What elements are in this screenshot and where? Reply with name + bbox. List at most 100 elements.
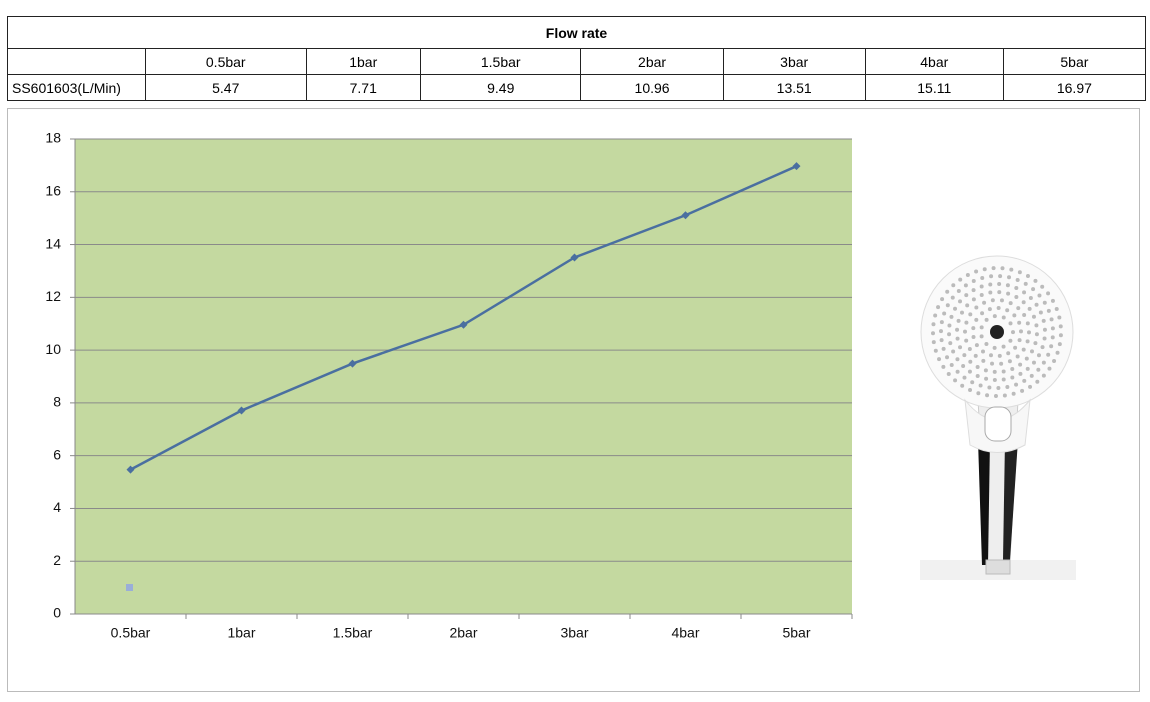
nozzle	[1013, 345, 1018, 350]
nozzle	[1002, 393, 1007, 398]
x-tick-label: 2bar	[449, 625, 477, 641]
nozzle	[985, 393, 990, 398]
nozzle	[978, 383, 983, 388]
nozzle	[1018, 371, 1023, 376]
table-cell: 4bar	[864, 48, 1004, 75]
nozzle	[1017, 338, 1022, 343]
x-tick-label: 3bar	[560, 625, 588, 641]
nozzle	[1040, 345, 1045, 350]
nozzle	[976, 391, 981, 396]
nozzle	[984, 376, 989, 381]
nozzle	[1021, 300, 1026, 305]
nozzle	[996, 385, 1001, 390]
y-tick-label: 16	[45, 182, 61, 198]
nozzle	[1034, 332, 1039, 337]
nozzle	[999, 298, 1004, 303]
nozzle	[1050, 335, 1055, 340]
nozzle	[960, 310, 965, 315]
nozzle	[933, 313, 938, 318]
marker	[126, 465, 135, 474]
nozzle	[980, 311, 985, 316]
nozzle	[1018, 362, 1023, 367]
nozzle	[1014, 286, 1019, 291]
y-tick-label: 12	[45, 288, 61, 304]
nozzle	[1025, 273, 1030, 278]
marker	[681, 211, 690, 220]
nozzle	[971, 334, 976, 339]
nozzle	[951, 283, 956, 288]
nozzle	[997, 290, 1002, 295]
y-tick-label: 4	[53, 499, 61, 515]
nozzle	[988, 282, 993, 287]
nozzle	[931, 322, 936, 327]
nozzle	[939, 338, 944, 343]
marker	[348, 359, 357, 368]
table-title: Flow rate	[7, 16, 1146, 49]
nozzle	[950, 295, 955, 300]
nozzle	[981, 358, 986, 363]
nozzle	[948, 341, 953, 346]
nozzle	[1028, 296, 1033, 301]
nozzle	[961, 363, 966, 368]
table-cell: 5.47	[145, 74, 307, 101]
nozzle	[936, 305, 941, 310]
nozzle	[1034, 302, 1039, 307]
nozzle	[1028, 384, 1033, 389]
nozzle	[1021, 347, 1026, 352]
nozzle	[940, 297, 945, 302]
nozzle	[1034, 323, 1039, 328]
nozzle	[941, 346, 946, 351]
nozzle	[968, 359, 973, 364]
table-cell: 10.96	[580, 74, 724, 101]
nozzle	[1031, 287, 1036, 292]
nozzle	[974, 343, 979, 348]
nozzle	[1049, 317, 1054, 322]
nozzle	[1008, 301, 1013, 306]
nozzle	[974, 317, 979, 322]
shower-head-image	[920, 255, 1076, 580]
nozzle	[946, 372, 951, 377]
table-cell: 3bar	[722, 48, 866, 75]
nozzle	[996, 306, 1001, 311]
nozzle	[1015, 354, 1020, 359]
nozzle	[988, 290, 993, 295]
nozzle	[1025, 366, 1030, 371]
plot-area	[75, 139, 852, 614]
table-cell: 2bar	[580, 48, 724, 75]
nozzle	[968, 388, 973, 393]
marker	[792, 162, 801, 171]
nozzle	[979, 325, 984, 330]
nozzle	[953, 378, 958, 383]
table-cell: 7.71	[305, 74, 421, 101]
nozzle	[1015, 277, 1020, 282]
nozzle	[987, 307, 992, 312]
nozzle	[1042, 336, 1047, 341]
nozzle	[958, 299, 963, 304]
nozzle	[993, 393, 998, 398]
nozzle	[1001, 344, 1006, 349]
nozzle	[971, 288, 976, 293]
nozzle	[937, 357, 942, 362]
nozzle	[1014, 295, 1019, 300]
table-cell: 1.5bar	[419, 48, 582, 75]
nozzle	[1000, 266, 1005, 271]
flow-table: Flow rate 0.5bar 1bar 1.5bar 2bar 3bar 4bar 5b…	[7, 16, 1147, 101]
nozzle	[973, 353, 978, 358]
nozzle	[998, 274, 1003, 279]
y-tick-label: 2	[53, 552, 61, 568]
nozzle	[992, 345, 997, 350]
nozzle	[992, 377, 997, 382]
nozzle	[1005, 283, 1010, 288]
nozzle	[1001, 377, 1006, 382]
nozzle	[1036, 353, 1041, 358]
nozzle	[974, 269, 979, 274]
nozzle	[1029, 349, 1034, 354]
nozzle	[1035, 379, 1040, 384]
nozzle	[1058, 324, 1063, 329]
nozzle	[970, 380, 975, 385]
marker	[570, 253, 579, 262]
nozzle	[990, 361, 995, 366]
nozzle	[965, 303, 970, 308]
nozzle	[1026, 330, 1031, 335]
